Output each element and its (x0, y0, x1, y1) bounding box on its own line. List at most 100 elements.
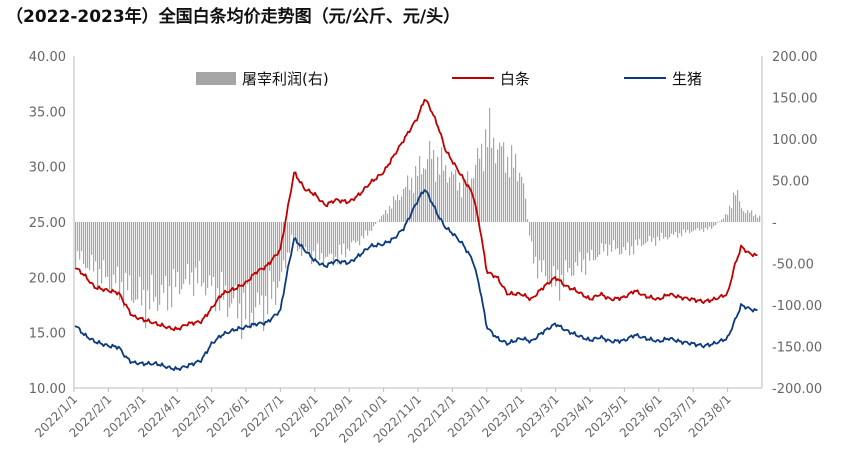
profit-bar (535, 222, 537, 257)
profit-bar (327, 222, 329, 257)
profit-bar (747, 210, 749, 222)
profit-bar (437, 156, 439, 222)
profit-bar (373, 222, 375, 227)
profit-bar (323, 222, 325, 268)
profit-bar (201, 222, 203, 287)
profit-bar (223, 222, 225, 300)
profit-bar (565, 222, 567, 261)
profit-bar (523, 183, 525, 222)
profit-bar (161, 222, 163, 285)
profit-bar (357, 222, 359, 241)
profit-bar (269, 222, 271, 271)
profit-bar (167, 222, 169, 311)
profit-bar (489, 108, 491, 222)
profit-bar (381, 215, 383, 222)
profit-bar (451, 171, 453, 222)
profit-bar (737, 190, 739, 222)
profit-bar (367, 222, 369, 236)
profit-bar (103, 222, 105, 261)
profit-bar (319, 222, 321, 261)
profit-bar (125, 222, 127, 273)
profit-bar (573, 222, 575, 276)
profit-bar (497, 149, 499, 222)
profit-bar (485, 129, 487, 222)
profit-bar (439, 174, 441, 222)
profit-bar (335, 222, 337, 257)
profit-bar (349, 222, 351, 251)
profit-bar (263, 222, 265, 332)
profit-bar (531, 222, 533, 242)
profit-bar (673, 222, 675, 235)
profit-bar (249, 222, 251, 326)
profit-bar (171, 222, 173, 308)
profit-bar (555, 222, 557, 287)
profit-bar (639, 222, 641, 240)
profit-bar (221, 222, 223, 272)
profit-bar (629, 222, 631, 256)
profit-bar (225, 222, 227, 286)
profit-bar (137, 222, 139, 300)
profit-bar (353, 222, 355, 241)
profit-bar (85, 222, 87, 269)
profit-bar (159, 222, 161, 305)
y-right-tick-label: -150.00 (772, 341, 822, 356)
profit-bar (105, 222, 107, 278)
profit-bar (147, 222, 149, 291)
profit-bar (401, 196, 403, 222)
profit-bar (247, 222, 249, 285)
profit-bar (193, 222, 195, 296)
chart-title: （2022-2023年）全国白条均价走势图（元/公斤、元/头） (6, 7, 461, 27)
profit-bar (275, 222, 277, 306)
profit-bar (545, 222, 547, 277)
profit-bar (759, 215, 761, 222)
profit-bar (127, 222, 129, 291)
profit-bar (483, 171, 485, 222)
profit-bar (755, 214, 757, 222)
profit-bar (345, 222, 347, 258)
profit-bar (139, 222, 141, 277)
profit-bar (255, 222, 257, 308)
profit-bar (447, 182, 449, 222)
profit-bar (727, 214, 729, 222)
profit-bar (365, 222, 367, 231)
profit-bar (195, 222, 197, 268)
y-left-tick-label: 30.00 (29, 161, 66, 176)
profit-bar (267, 222, 269, 315)
series-line-baitiao (74, 98, 758, 332)
profit-bar (651, 222, 653, 242)
profit-bar (477, 147, 479, 222)
profit-bar (575, 222, 577, 263)
profit-bar (185, 222, 187, 280)
profit-bar (331, 222, 333, 254)
profit-bar (395, 200, 397, 222)
series-line-shengzhu (74, 189, 758, 371)
profit-bar (229, 222, 231, 308)
profit-bar (361, 222, 363, 237)
profit-bar (723, 218, 725, 222)
profit-bar (695, 222, 697, 230)
profit-bar (415, 166, 417, 222)
profit-bar (219, 222, 221, 311)
profit-bar (259, 222, 261, 305)
profit-bar (187, 222, 189, 265)
profit-bar (83, 222, 85, 264)
profit-bar (641, 222, 643, 247)
price-lines (74, 98, 758, 371)
profit-bar (583, 222, 585, 260)
profit-bar (307, 222, 309, 253)
y-right-tick-label: 100.00 (772, 133, 818, 148)
profit-bar (333, 222, 335, 266)
profit-bar (611, 222, 613, 252)
profit-bar (251, 222, 253, 313)
profit-bar (465, 186, 467, 222)
profit-bar (741, 208, 743, 222)
profit-bar (507, 156, 509, 222)
profit-bar (743, 211, 745, 222)
profit-bar (705, 222, 707, 228)
profit-bar (547, 222, 549, 283)
profit-bar (363, 222, 365, 239)
profit-bar (527, 219, 529, 222)
y-right-tick-label: 50.00 (772, 175, 809, 190)
profit-bar (479, 158, 481, 222)
profit-bar (317, 222, 319, 244)
